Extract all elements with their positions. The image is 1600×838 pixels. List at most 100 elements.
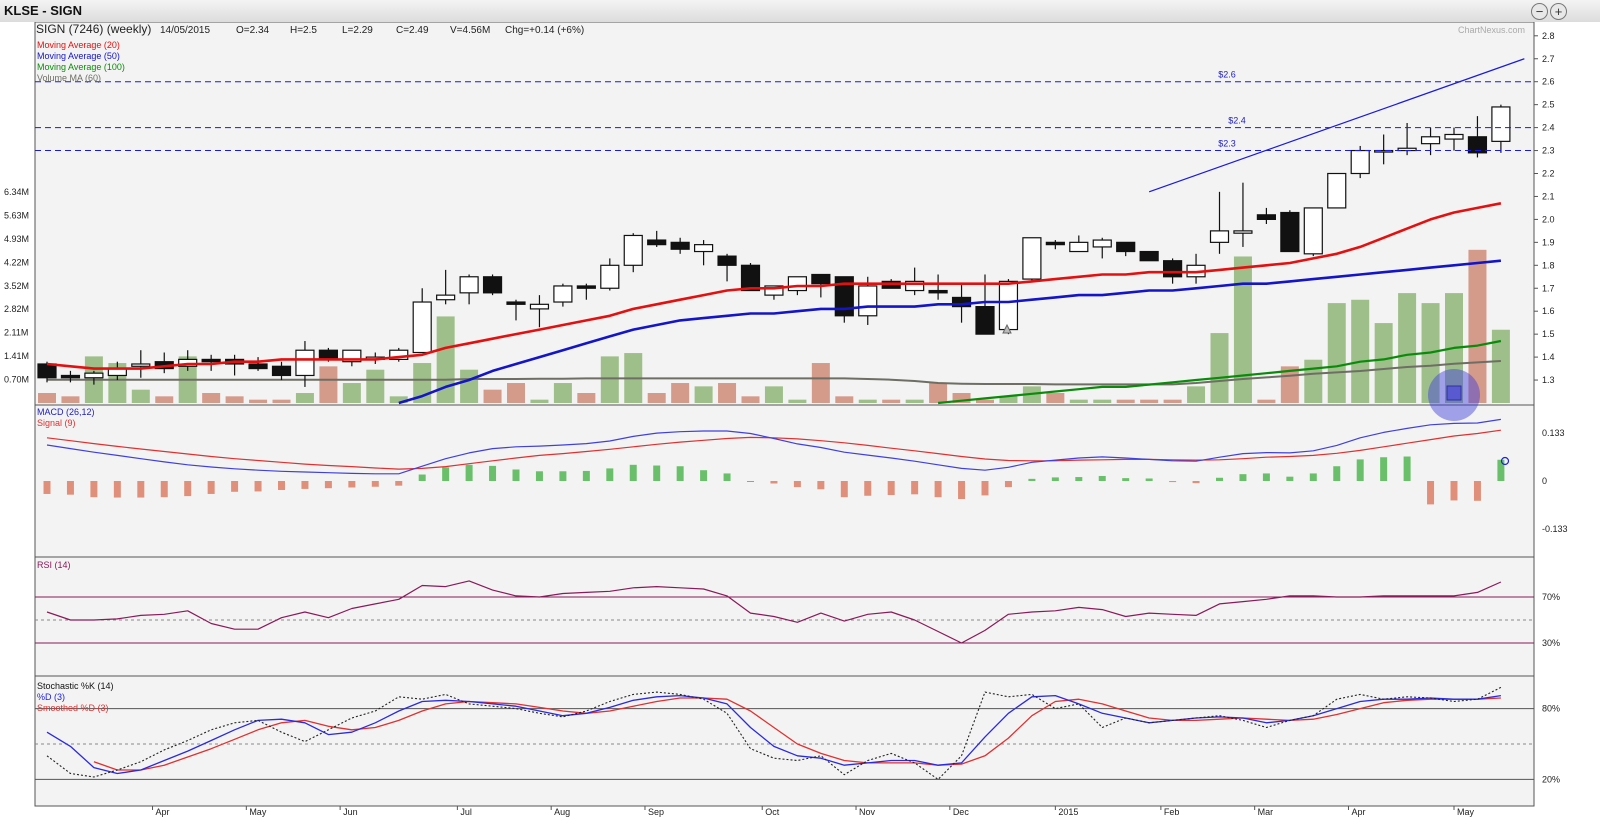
volume-bar [694, 386, 713, 403]
macd-histogram-bar [770, 481, 778, 484]
macd-histogram-bar [1145, 478, 1153, 481]
rsi-line [46, 580, 1502, 644]
candle-body [295, 349, 315, 377]
volume-tick-label: 4.22M [4, 257, 29, 267]
ma20-line [46, 202, 1502, 370]
macd-histogram-bar [1309, 473, 1317, 481]
legend-stoch-k: Stochastic %K (14) [37, 681, 114, 691]
candle-body [1162, 260, 1183, 278]
volume-tick-label: 5.63M [4, 211, 29, 221]
macd-histogram-bar [1356, 459, 1364, 481]
macd-histogram-bar [278, 481, 285, 490]
x-tick-label: Oct [765, 807, 780, 817]
candle-body [1045, 241, 1065, 246]
volume-bar [1116, 399, 1135, 403]
candle-body [834, 276, 854, 317]
macd-histogram-bar [1473, 481, 1481, 501]
macd-histogram-bar [66, 481, 74, 495]
macd-histogram-bar [90, 481, 98, 498]
brand-watermark: ChartNexus.com [1458, 25, 1525, 35]
candle-body [529, 303, 550, 310]
price-tick-label: 1.3 [1542, 375, 1555, 385]
macd-histogram-bar [512, 469, 520, 481]
candle-body [131, 363, 151, 367]
candle-body [37, 363, 57, 379]
macd-histogram-bar [1450, 481, 1458, 501]
volume-bar [929, 383, 948, 403]
x-tick-label: Feb [1164, 807, 1180, 817]
volume-bar [319, 366, 338, 403]
price-level-label: $2.6 [1218, 70, 1236, 80]
volume-bar [131, 389, 150, 403]
stoch-k-line [46, 686, 1502, 780]
macd-histogram-bar [371, 481, 379, 487]
stoch-tick-label: 20% [1542, 774, 1560, 784]
volume-bar [577, 393, 596, 403]
selection-square [1446, 385, 1462, 401]
ma50-line [398, 259, 1502, 405]
x-tick-label: Jul [460, 807, 472, 817]
candle-body [1280, 211, 1300, 253]
candle-body [928, 289, 948, 294]
volume-bar [835, 396, 854, 403]
volume-ma-line [47, 360, 1501, 386]
macd-histogram-bar [958, 481, 966, 499]
candle-body [412, 301, 432, 354]
candle-body [553, 285, 573, 303]
zoom-in-icon[interactable]: + [1550, 3, 1567, 20]
candle-body [1350, 149, 1370, 175]
stoch-smoothed-d-line [93, 697, 1501, 771]
candle-body [811, 273, 831, 285]
candle-body [248, 363, 268, 370]
volume-tick-label: 3.52M [4, 281, 29, 291]
macd-histogram-bar [723, 473, 731, 481]
volume-bar [1468, 249, 1487, 403]
macd-histogram-bar [43, 481, 51, 494]
volume-bar [788, 399, 807, 403]
candle-body [1256, 214, 1277, 220]
macd-histogram-bar [324, 481, 332, 489]
volume-bar [1257, 399, 1276, 403]
header-volume: V=4.56M [450, 25, 490, 36]
candle-body [858, 285, 878, 317]
macd-tick-label: 0 [1542, 476, 1547, 486]
candle-body [787, 276, 808, 292]
price-tick-label: 2.4 [1542, 123, 1555, 133]
candle-body [998, 280, 1019, 331]
volume-bar [1351, 299, 1370, 403]
x-tick-label: Apr [1351, 807, 1365, 817]
volume-tick-label: 2.11M [4, 328, 28, 338]
macd-histogram-bar [184, 481, 192, 497]
volume-bar [1140, 399, 1159, 403]
x-tick-label: Jun [343, 807, 358, 817]
header-symbol: SIGN (7246) (weekly) [36, 22, 151, 36]
macd-histogram-bar [1004, 481, 1012, 488]
macd-histogram-bar [747, 481, 754, 482]
volume-bar [1093, 399, 1112, 403]
candle-body [576, 285, 596, 289]
candle-body [1022, 237, 1042, 280]
header-change: Chg=+0.14 (+6%) [505, 25, 584, 36]
signal-line [46, 429, 1501, 470]
volume-bar [671, 383, 690, 403]
x-tick-label: Mar [1258, 807, 1274, 817]
volume-bar [882, 399, 901, 403]
candle-body [436, 294, 456, 301]
volume-bar [38, 393, 56, 403]
macd-histogram-bar [676, 466, 684, 481]
volume-bar [1491, 329, 1510, 403]
macd-histogram-bar [934, 481, 942, 498]
stock-chart[interactable]: $2.6 $2.4 $2.3 1.3 1.4 1.5 1.6 1.7 1.8 1.9 2.0 2.1… [0, 22, 1600, 838]
x-tick-label: Aug [554, 807, 570, 817]
zoom-out-icon[interactable]: − [1531, 3, 1548, 20]
candle-body [1491, 106, 1511, 142]
volume-bar [507, 383, 525, 403]
candle-body [647, 239, 667, 246]
macd-histogram-bar [1051, 477, 1059, 481]
volume-bar [295, 393, 314, 403]
macd-histogram-bar [700, 470, 708, 481]
price-tick-label: 1.5 [1542, 329, 1555, 339]
macd-histogram-bar [1262, 473, 1270, 481]
candle-body [693, 244, 714, 253]
macd-histogram-bar [465, 464, 473, 481]
